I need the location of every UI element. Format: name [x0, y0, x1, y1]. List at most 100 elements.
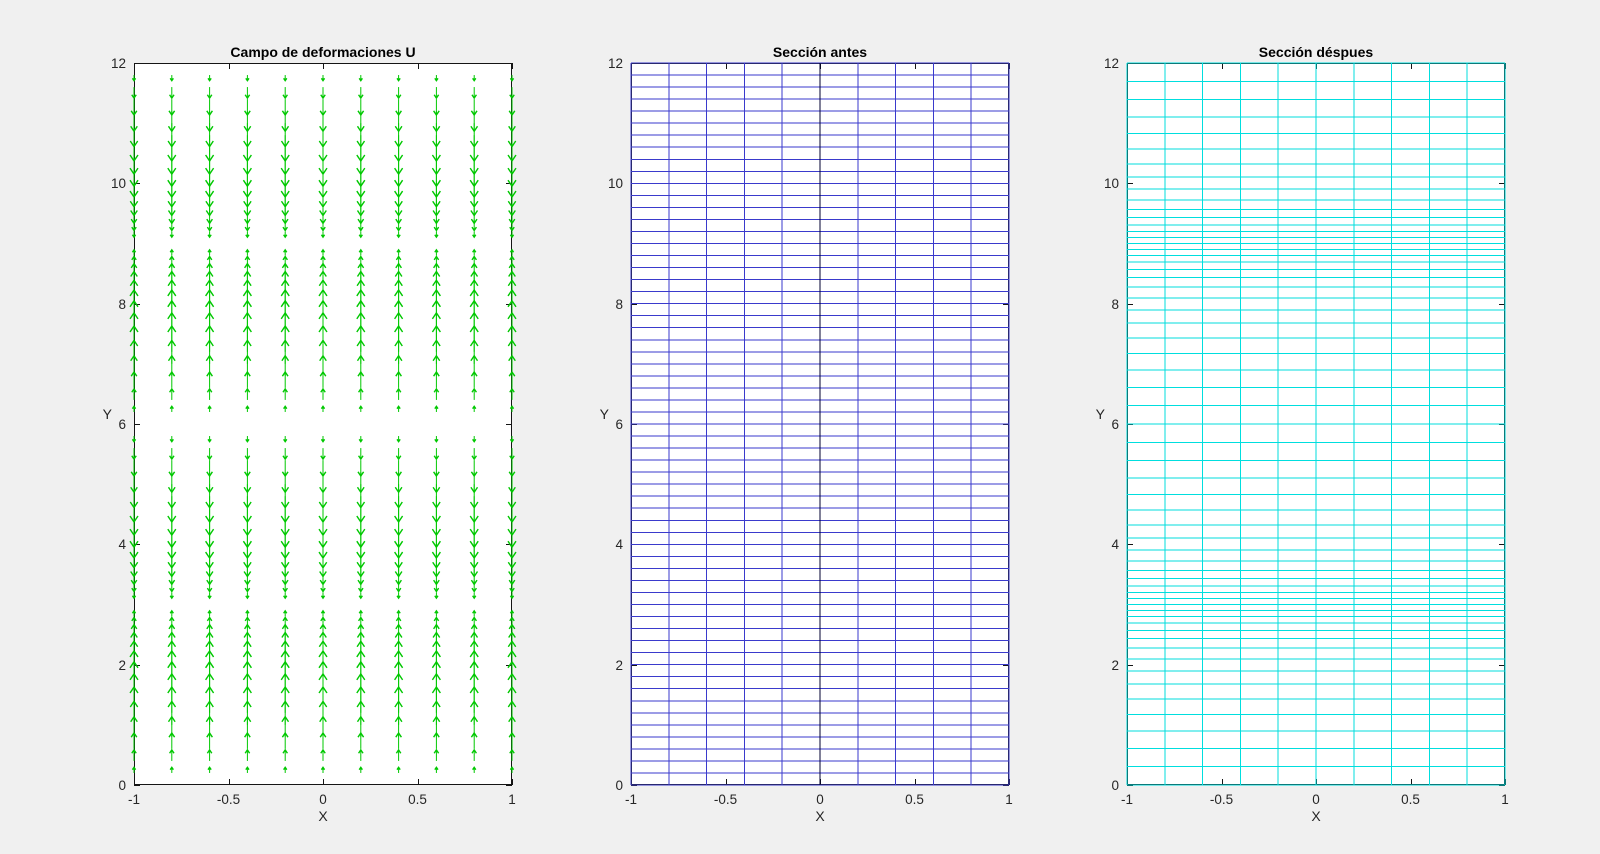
quiver-arrow-head	[432, 486, 441, 494]
quiver-arrow-head	[131, 255, 137, 261]
quiver-arrow-head	[431, 551, 441, 560]
x-axis-label: X	[318, 808, 328, 824]
y-tick-label: 0	[118, 778, 126, 793]
quiver-arrow-head	[245, 595, 250, 600]
quiver-arrow-head	[282, 387, 289, 393]
quiver-arrow-head	[509, 438, 515, 443]
quiver-arrow-head	[244, 255, 251, 261]
x-tick-label: 1	[508, 792, 516, 807]
quiver-arrow-head	[169, 234, 174, 239]
quiver-arrow-head	[394, 179, 404, 188]
quiver-arrow-head	[245, 405, 250, 410]
quiver-arrow-head	[320, 766, 326, 771]
quiver-arrow-head	[131, 455, 137, 461]
quiver-arrow-head	[394, 140, 403, 148]
quiver-arrow-head	[168, 455, 175, 461]
quiver-arrow-head	[280, 551, 290, 560]
quiver-arrow-head	[394, 540, 404, 549]
quiver-arrow-head	[131, 595, 137, 600]
quiver-arrow-head	[433, 226, 440, 232]
quiver-arrow-head	[356, 167, 366, 176]
quiver-arrow-head	[320, 405, 326, 410]
y-tick-label: 12	[607, 56, 623, 71]
quiver-arrow-head	[129, 561, 139, 570]
subplot-quiver-field	[129, 63, 517, 786]
quiver-arrow-head	[131, 587, 137, 593]
quiver-arrow-head	[356, 210, 365, 217]
quiver-arrow-head	[320, 248, 326, 253]
x-tick-label: -1	[1120, 792, 1133, 807]
quiver-arrow-head	[206, 218, 213, 225]
quiver-arrow-head	[395, 218, 402, 225]
quiver-arrow-head	[469, 561, 479, 570]
quiver-arrow-head	[319, 125, 327, 133]
quiver-arrow-head	[244, 218, 251, 225]
quiver-arrow-head	[130, 486, 138, 494]
quiver-arrow-head	[129, 179, 139, 188]
quiver-arrow-head	[356, 154, 366, 163]
quiver-arrow-head	[432, 210, 441, 217]
quiver-arrow-head	[471, 455, 478, 461]
quiver-arrow-head	[507, 561, 517, 570]
quiver-arrow-head	[431, 540, 441, 549]
quiver-arrow-head	[320, 387, 326, 393]
quiver-arrow-head	[244, 455, 251, 461]
quiver-arrow-head	[318, 551, 328, 560]
quiver-arrow-head	[469, 540, 479, 549]
quiver-arrow-head	[469, 501, 479, 509]
quiver-arrow-head	[357, 387, 364, 393]
quiver-arrow-head	[394, 551, 404, 560]
quiver-arrow-head	[245, 766, 250, 771]
quiver-arrow-head	[206, 616, 213, 622]
quiver-arrow-head	[169, 609, 174, 614]
quiver-arrow-head	[243, 571, 252, 578]
quiver-arrow-head	[205, 125, 214, 133]
quiver-arrow-head	[432, 501, 441, 509]
quiver-arrow-head	[471, 94, 478, 100]
quiver-arrow-head	[168, 110, 176, 117]
quiver-arrow-head	[206, 587, 213, 593]
quiver-arrow-head	[472, 438, 477, 443]
quiver-arrow-head	[130, 110, 138, 117]
quiver-arrow-head	[357, 748, 364, 754]
quiver-arrow-head	[396, 766, 401, 771]
quiver-arrow-head	[469, 140, 479, 148]
quiver-arrow-head	[130, 218, 138, 225]
quiver-arrow-head	[280, 200, 290, 209]
quiver-arrow-head	[320, 255, 326, 261]
quiver-arrow-head	[281, 218, 289, 225]
quiver-arrow-head	[394, 486, 403, 494]
quiver-arrow-head	[356, 571, 365, 578]
quiver-arrow-head	[509, 609, 515, 614]
quiver-arrow-head	[320, 226, 326, 232]
quiver-arrow-head	[508, 571, 516, 578]
quiver-arrow-head	[433, 218, 440, 225]
quiver-arrow-head	[394, 515, 404, 524]
quiver-arrow-head	[243, 140, 252, 148]
quiver-arrow-head	[434, 234, 439, 239]
quiver-arrow-head	[509, 387, 515, 393]
quiver-arrow-head	[318, 154, 328, 163]
quiver-arrow-head	[472, 405, 477, 410]
quiver-arrow-head	[319, 210, 327, 217]
quiver-arrow-head	[471, 387, 478, 393]
quiver-arrow-head	[509, 766, 515, 771]
quiver-arrow-head	[394, 528, 404, 537]
quiver-arrow-head	[318, 540, 328, 549]
quiver-arrow-head	[129, 551, 139, 560]
quiver-arrow-head	[319, 471, 327, 478]
quiver-arrow-head	[507, 501, 517, 509]
quiver-arrow-head	[205, 190, 215, 199]
quiver-arrow-head	[129, 528, 139, 537]
quiver-arrow-head	[245, 248, 250, 253]
x-axis-label: X	[815, 808, 825, 824]
quiver-arrow-head	[470, 218, 478, 225]
quiver-arrow-head	[472, 766, 477, 771]
quiver-arrow-head	[432, 561, 441, 570]
quiver-arrow-head	[471, 226, 478, 232]
quiver-arrow-head	[469, 190, 479, 199]
quiver-arrow-head	[320, 455, 326, 461]
quiver-arrow-head	[433, 616, 440, 622]
quiver-arrow-head	[471, 255, 478, 261]
quiver-arrow-head	[206, 471, 213, 478]
